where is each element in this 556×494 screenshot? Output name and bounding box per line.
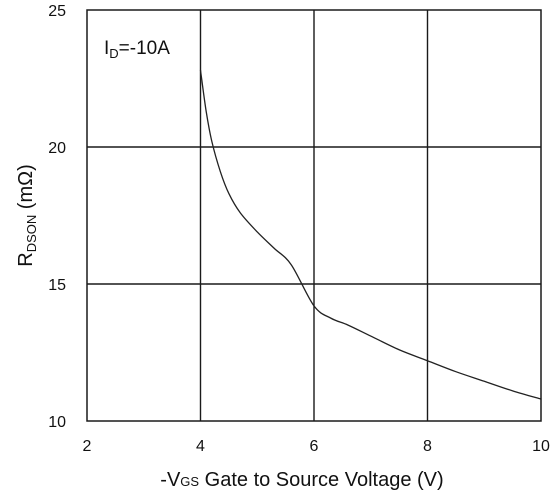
x-axis-label-subscript: GS [180, 474, 199, 489]
y-axis-label-subscript: DSON [24, 215, 39, 253]
y-tick-label-20: 20 [48, 140, 66, 157]
y-tick-label-15: 15 [48, 277, 66, 294]
current-annotation: ID=-10A [104, 38, 170, 61]
plot-frame [86, 9, 542, 422]
x-tick-label-4: 4 [196, 438, 205, 455]
y-tick-label-25: 25 [48, 3, 66, 20]
grid-layer [87, 10, 541, 421]
x-axis-label: -VGS Gate to Source Voltage (V) [160, 469, 443, 491]
x-axis-label-prefix: -V [160, 469, 181, 491]
tick-labels-layer: 2 4 6 8 10 10 15 20 25 [48, 3, 550, 455]
annotation-rest: =-10A [119, 38, 171, 59]
annotation-subscript: D [109, 46, 118, 61]
annotation-main: I [104, 38, 109, 59]
y-axis-label-rest: (mΩ) [15, 164, 37, 215]
series-layer [199, 69, 542, 400]
x-tick-label-6: 6 [310, 438, 319, 455]
x-tick-label-10: 10 [532, 438, 550, 455]
y-tick-label-10: 10 [48, 414, 66, 431]
series-line-0 [199, 69, 542, 400]
y-axis-label-main: R [15, 252, 37, 266]
x-axis-label-rest: Gate to Source Voltage (V) [199, 469, 444, 491]
x-tick-label-8: 8 [423, 438, 432, 455]
y-axis-label: RDSON (mΩ) [15, 164, 39, 267]
x-tick-label-2: 2 [83, 438, 92, 455]
